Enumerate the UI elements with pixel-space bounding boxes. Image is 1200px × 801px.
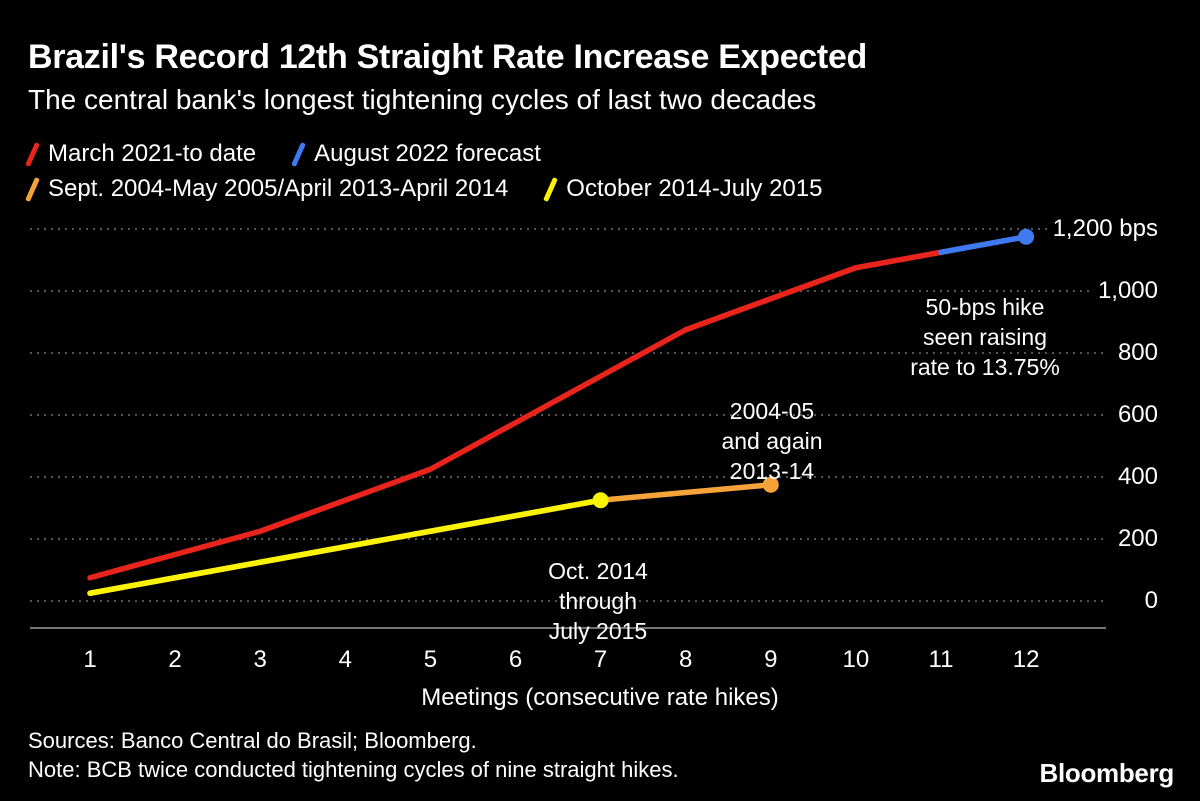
legend-item-2004-2005-2013-2014: Sept. 2004-May 2005/April 2013-April 201… bbox=[25, 175, 509, 203]
y-axis-tick: 400 bbox=[1111, 463, 1158, 491]
x-axis-tick: 9 bbox=[764, 646, 778, 673]
x-axis-tick: 11 bbox=[928, 646, 954, 673]
legend-label: Sept. 2004-May 2005/April 2013-April 201… bbox=[48, 175, 509, 202]
x-axis-tick: 7 bbox=[593, 646, 608, 673]
sources-text: Sources: Banco Central do Brasil; Bloomb… bbox=[28, 728, 477, 753]
x-axis-tick: 2 bbox=[168, 646, 182, 673]
x-axis-tick: 12 bbox=[1012, 646, 1040, 673]
annotation-forecast-hike: 50-bps hike seen raising rate to 13.75% bbox=[910, 294, 1060, 380]
y-axis-tick: 0 bbox=[1138, 587, 1158, 615]
legend-mark-yellow-icon bbox=[543, 176, 559, 202]
legend-label: August 2022 forecast bbox=[314, 140, 541, 167]
y-axis-tick: 1,000 bbox=[1091, 277, 1158, 305]
legend-item-march-2021-to-date: March 2021-to date bbox=[25, 140, 257, 168]
note-text: Note: BCB twice conducted tightening cyc… bbox=[28, 757, 679, 782]
x-axis-tick: 10 bbox=[842, 646, 870, 673]
annotation-2004-05-and-2013-14: 2004-05 and again 2013-14 bbox=[721, 398, 823, 484]
legend-row: Sept. 2004-May 2005/April 2013-April 201… bbox=[25, 175, 823, 203]
legend-item-august-2022-forecast: August 2022 forecast bbox=[291, 140, 541, 168]
legend-row: March 2021-to date August 2022 forecast bbox=[25, 140, 822, 168]
bloomberg-logo: Bloomberg bbox=[1039, 758, 1174, 788]
chart-title: Brazil's Record 12th Straight Rate Incre… bbox=[28, 38, 868, 76]
x-axis-tick: 4 bbox=[338, 646, 352, 673]
legend-label: March 2021-to date bbox=[48, 140, 257, 167]
y-axis-tick: 600 bbox=[1111, 401, 1158, 429]
legend-mark-blue-icon bbox=[291, 141, 306, 167]
x-axis-tick: 1 bbox=[83, 646, 97, 673]
legend-label: October 2014-July 2015 bbox=[566, 175, 823, 202]
annotation-oct-2014-july-2015: Oct. 2014 through July 2015 bbox=[548, 558, 648, 644]
x-axis-tick: 3 bbox=[253, 646, 267, 673]
x-axis-tick: 8 bbox=[679, 646, 693, 673]
x-axis-title: Meetings (consecutive rate hikes) bbox=[421, 684, 779, 711]
x-axis-tick: 6 bbox=[508, 646, 523, 673]
chart-subtitle: The central bank's longest tightening cy… bbox=[28, 84, 817, 115]
chart-legend: March 2021-to date August 2022 forecast … bbox=[25, 140, 823, 203]
y-axis-tick: 200 bbox=[1111, 525, 1158, 553]
legend-item-october-2014-july-2015: October 2014-July 2015 bbox=[543, 175, 823, 203]
x-axis-tick: 5 bbox=[423, 646, 438, 673]
y-axis-tick: 800 bbox=[1111, 339, 1158, 367]
y-axis-tick: 1,200 bps bbox=[1046, 215, 1158, 243]
